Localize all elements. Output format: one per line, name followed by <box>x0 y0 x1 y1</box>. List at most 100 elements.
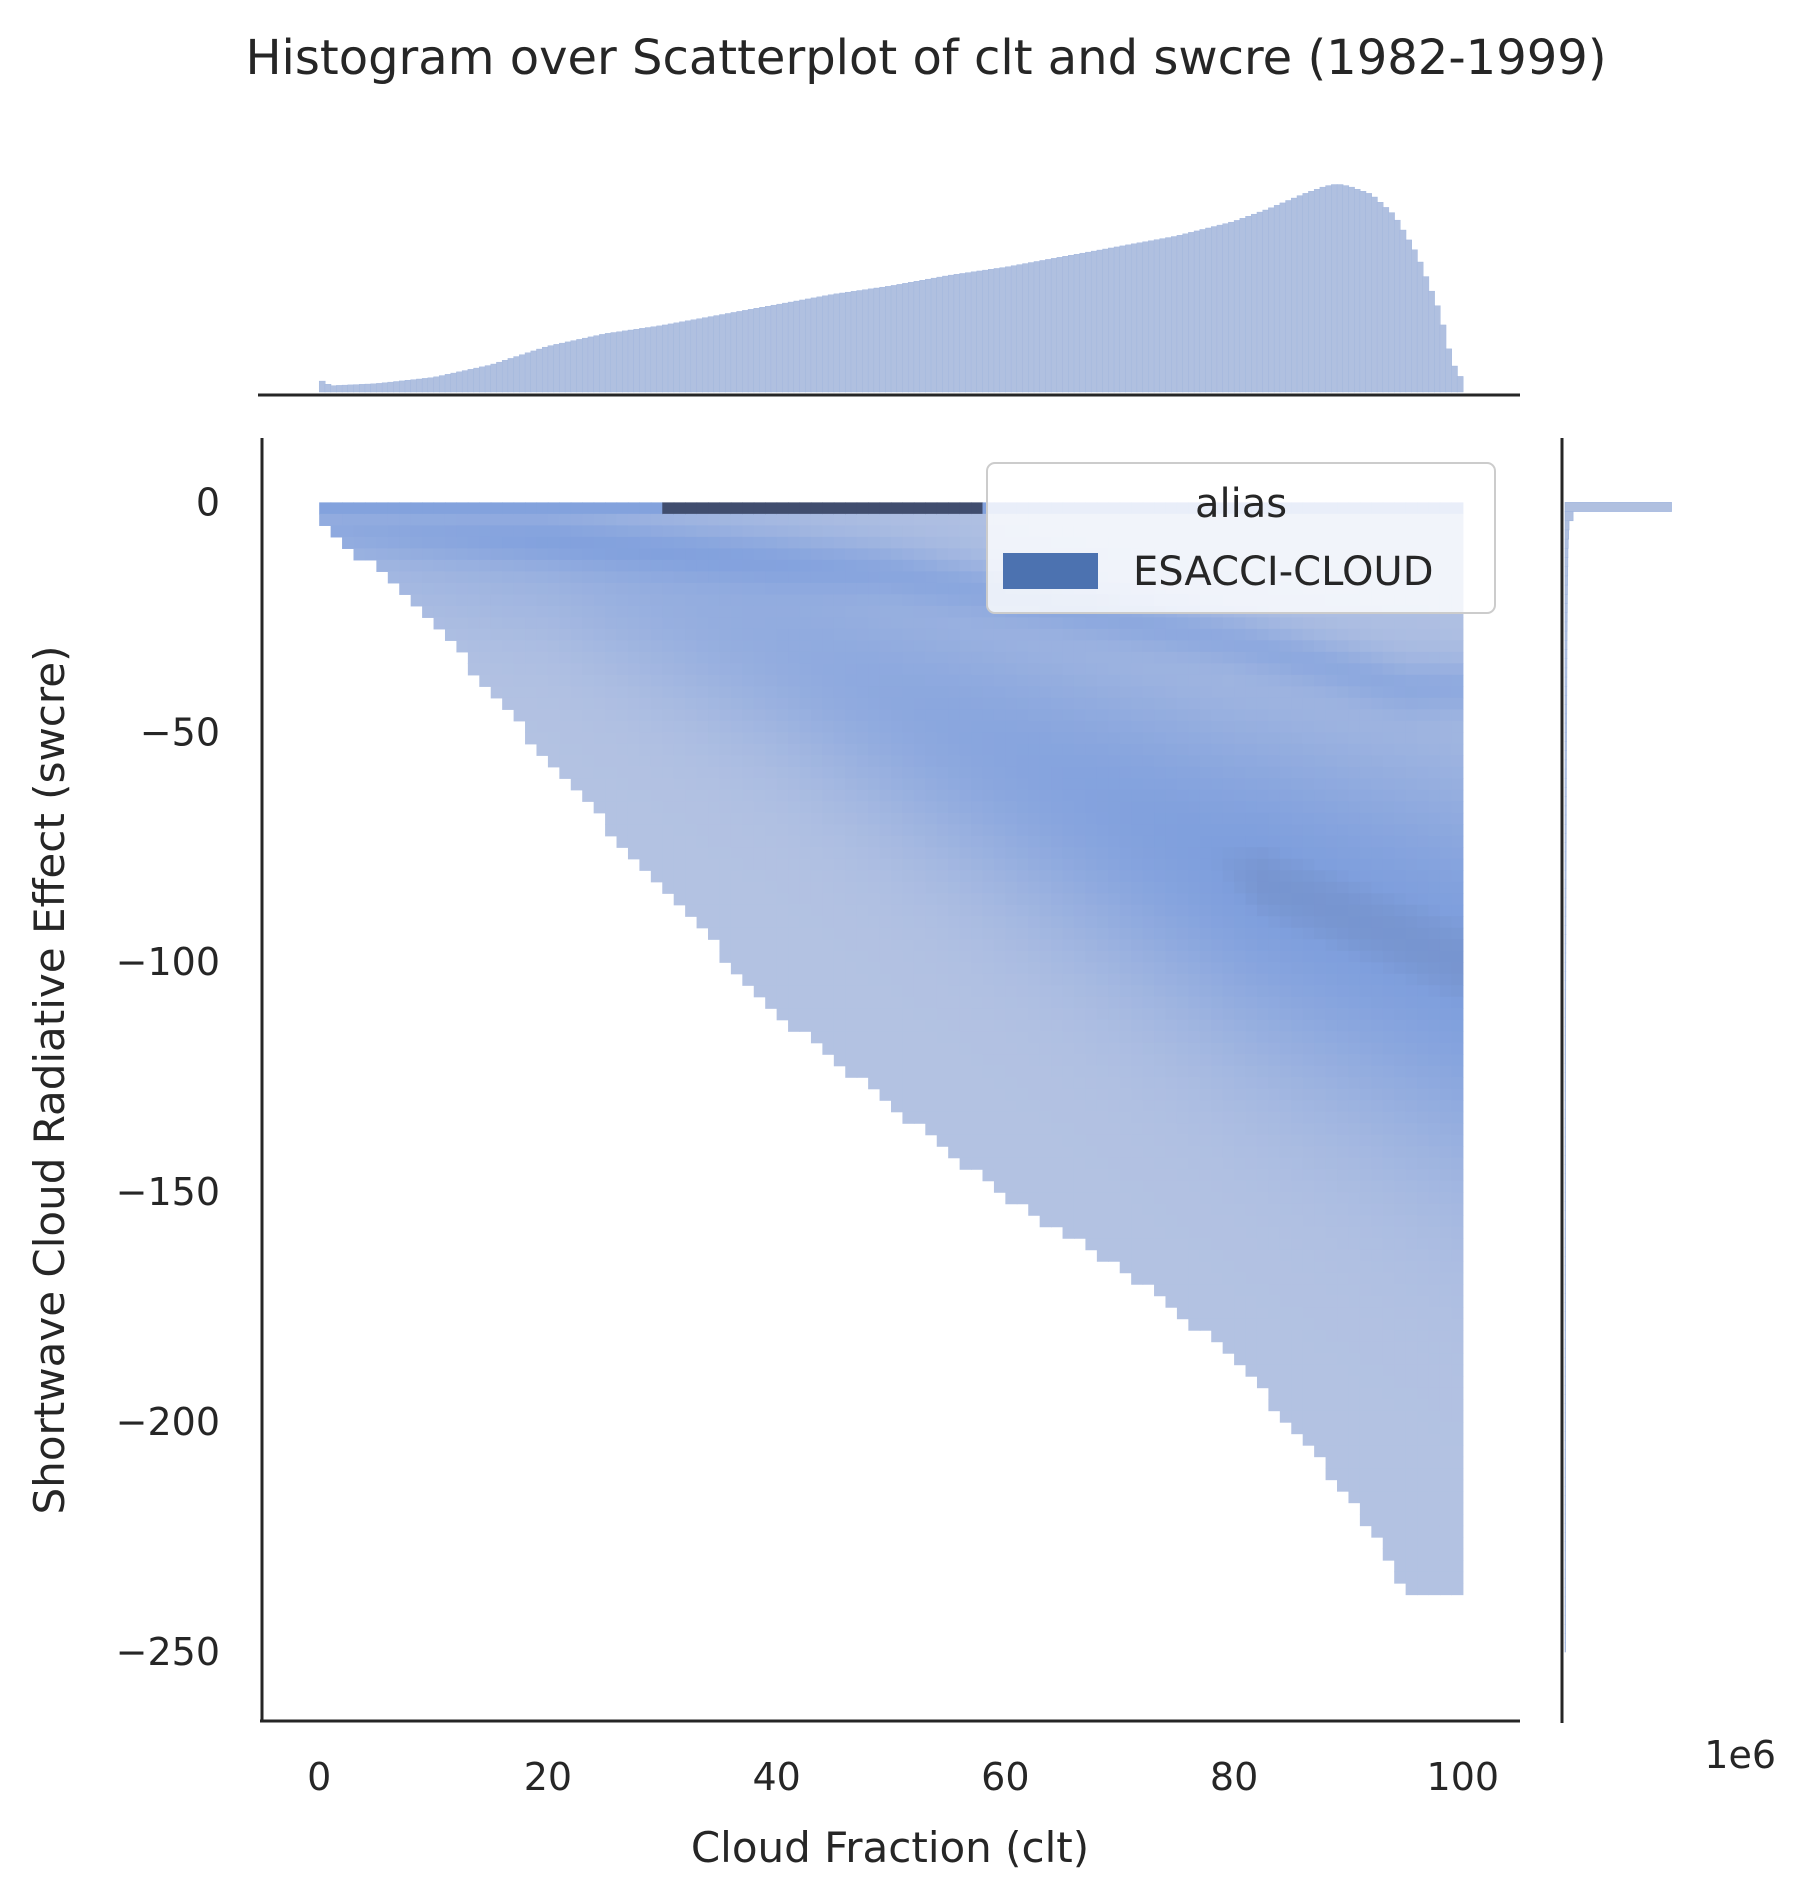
heatmap-cell <box>765 870 778 883</box>
heatmap-cell <box>913 536 926 549</box>
heatmap-cell <box>982 950 995 963</box>
heatmap-cell <box>1417 1249 1430 1262</box>
top-histogram-bar <box>576 339 583 393</box>
heatmap-cell <box>845 904 858 917</box>
heatmap-cell <box>1039 847 1052 860</box>
heatmap-cell <box>1394 1295 1407 1308</box>
heatmap-cell <box>1371 1192 1384 1205</box>
heatmap-cell <box>1279 1180 1292 1193</box>
heatmap-cell <box>1005 1169 1018 1182</box>
heatmap-cell <box>753 559 766 572</box>
heatmap-cell <box>1085 1100 1098 1113</box>
heatmap-cell <box>1348 1123 1361 1136</box>
heatmap-cell <box>1062 1042 1075 1055</box>
heatmap-cell <box>1039 1019 1052 1032</box>
heatmap-cell <box>1199 996 1212 1009</box>
heatmap-cell <box>936 628 949 641</box>
heatmap-cell <box>1337 985 1350 998</box>
heatmap-cell <box>1428 847 1441 860</box>
heatmap-cell <box>1142 1169 1155 1182</box>
heatmap-cell <box>1096 1134 1109 1147</box>
heatmap-cell <box>1222 824 1235 837</box>
heatmap-cell <box>1268 950 1281 963</box>
heatmap-cell <box>1039 1077 1052 1090</box>
top-histogram-bar <box>1245 216 1252 393</box>
top-histogram-bar <box>1439 324 1447 393</box>
heatmap-cell <box>776 789 789 802</box>
heatmap-cell <box>822 571 835 584</box>
top-histogram-bar <box>416 378 423 393</box>
heatmap-cell <box>1108 916 1121 929</box>
heatmap-cell <box>1028 985 1041 998</box>
heatmap-cell <box>1073 1088 1087 1101</box>
heatmap-cell <box>1382 1479 1395 1492</box>
heatmap-cell <box>1005 996 1018 1009</box>
heatmap-cell <box>1142 1272 1155 1285</box>
heatmap-cell <box>1394 1157 1407 1170</box>
heatmap-cell <box>1256 1065 1269 1078</box>
heatmap-cell <box>1062 1077 1075 1090</box>
heatmap-cell <box>1405 674 1418 687</box>
heatmap-cell <box>971 939 984 952</box>
heatmap-cell <box>1417 709 1430 722</box>
heatmap-cell <box>1359 801 1372 814</box>
heatmap-cell <box>1073 1065 1087 1078</box>
heatmap-cell <box>833 755 846 768</box>
heatmap-cell <box>1405 1548 1418 1561</box>
heatmap-cell <box>479 571 492 584</box>
heatmap-cell <box>1062 824 1075 837</box>
heatmap-cell <box>1028 1019 1041 1032</box>
heatmap-cell <box>1085 973 1098 986</box>
heatmap-cell <box>982 893 995 906</box>
heatmap-cell <box>1394 950 1407 963</box>
heatmap-cell <box>1314 1134 1327 1147</box>
heatmap-cell <box>1279 766 1292 779</box>
heatmap-cell <box>1165 1261 1178 1274</box>
heatmap-cell <box>410 536 423 549</box>
heatmap-cell <box>1245 1364 1258 1377</box>
heatmap-cell <box>708 812 721 825</box>
heatmap-cell <box>1302 916 1315 929</box>
heatmap-cell <box>993 766 1006 779</box>
heatmap-cell <box>1348 1433 1361 1446</box>
heatmap-cell <box>1085 1042 1098 1055</box>
heatmap-cell <box>1176 1249 1189 1262</box>
heatmap-cell <box>1417 1387 1430 1400</box>
heatmap-cell <box>1382 996 1395 1009</box>
top-histogram-bar <box>1405 239 1412 393</box>
heatmap-cell <box>936 812 949 825</box>
heatmap-cell <box>1348 1422 1361 1435</box>
heatmap-cell <box>1062 1008 1075 1021</box>
top-histogram-bar <box>1422 276 1430 393</box>
top-histogram-bar <box>1445 348 1452 393</box>
heatmap-cell <box>1348 686 1361 699</box>
heatmap-cell <box>1119 1019 1132 1032</box>
heatmap-cell <box>1176 985 1189 998</box>
heatmap-cell <box>810 1019 823 1032</box>
heatmap-cell <box>582 594 595 607</box>
heatmap-cell <box>685 617 698 630</box>
heatmap-cell <box>1325 847 1338 860</box>
heatmap-cell <box>845 536 858 549</box>
heatmap-cell <box>879 858 892 871</box>
heatmap-cell <box>570 525 583 538</box>
heatmap-cell <box>948 709 961 722</box>
heatmap-cell <box>1108 1088 1121 1101</box>
heatmap-cell <box>1314 858 1327 871</box>
heatmap-cell <box>1394 1100 1407 1113</box>
heatmap-cell <box>1188 916 1201 929</box>
heatmap-cell <box>1348 743 1361 756</box>
heatmap-cell <box>1256 1008 1269 1021</box>
heatmap-cell <box>868 927 881 940</box>
heatmap-cell <box>1405 1387 1418 1400</box>
heatmap-cell <box>1359 1468 1372 1481</box>
heatmap-cell <box>662 536 675 549</box>
heatmap-cell <box>1039 663 1052 676</box>
heatmap-cell <box>971 1019 984 1032</box>
heatmap-cell <box>788 847 801 860</box>
heatmap-cell <box>1016 697 1029 710</box>
heatmap-cell <box>742 950 755 963</box>
heatmap-cell <box>1256 1054 1269 1067</box>
heatmap-cell <box>1325 1318 1338 1331</box>
heatmap-cell <box>891 536 904 549</box>
